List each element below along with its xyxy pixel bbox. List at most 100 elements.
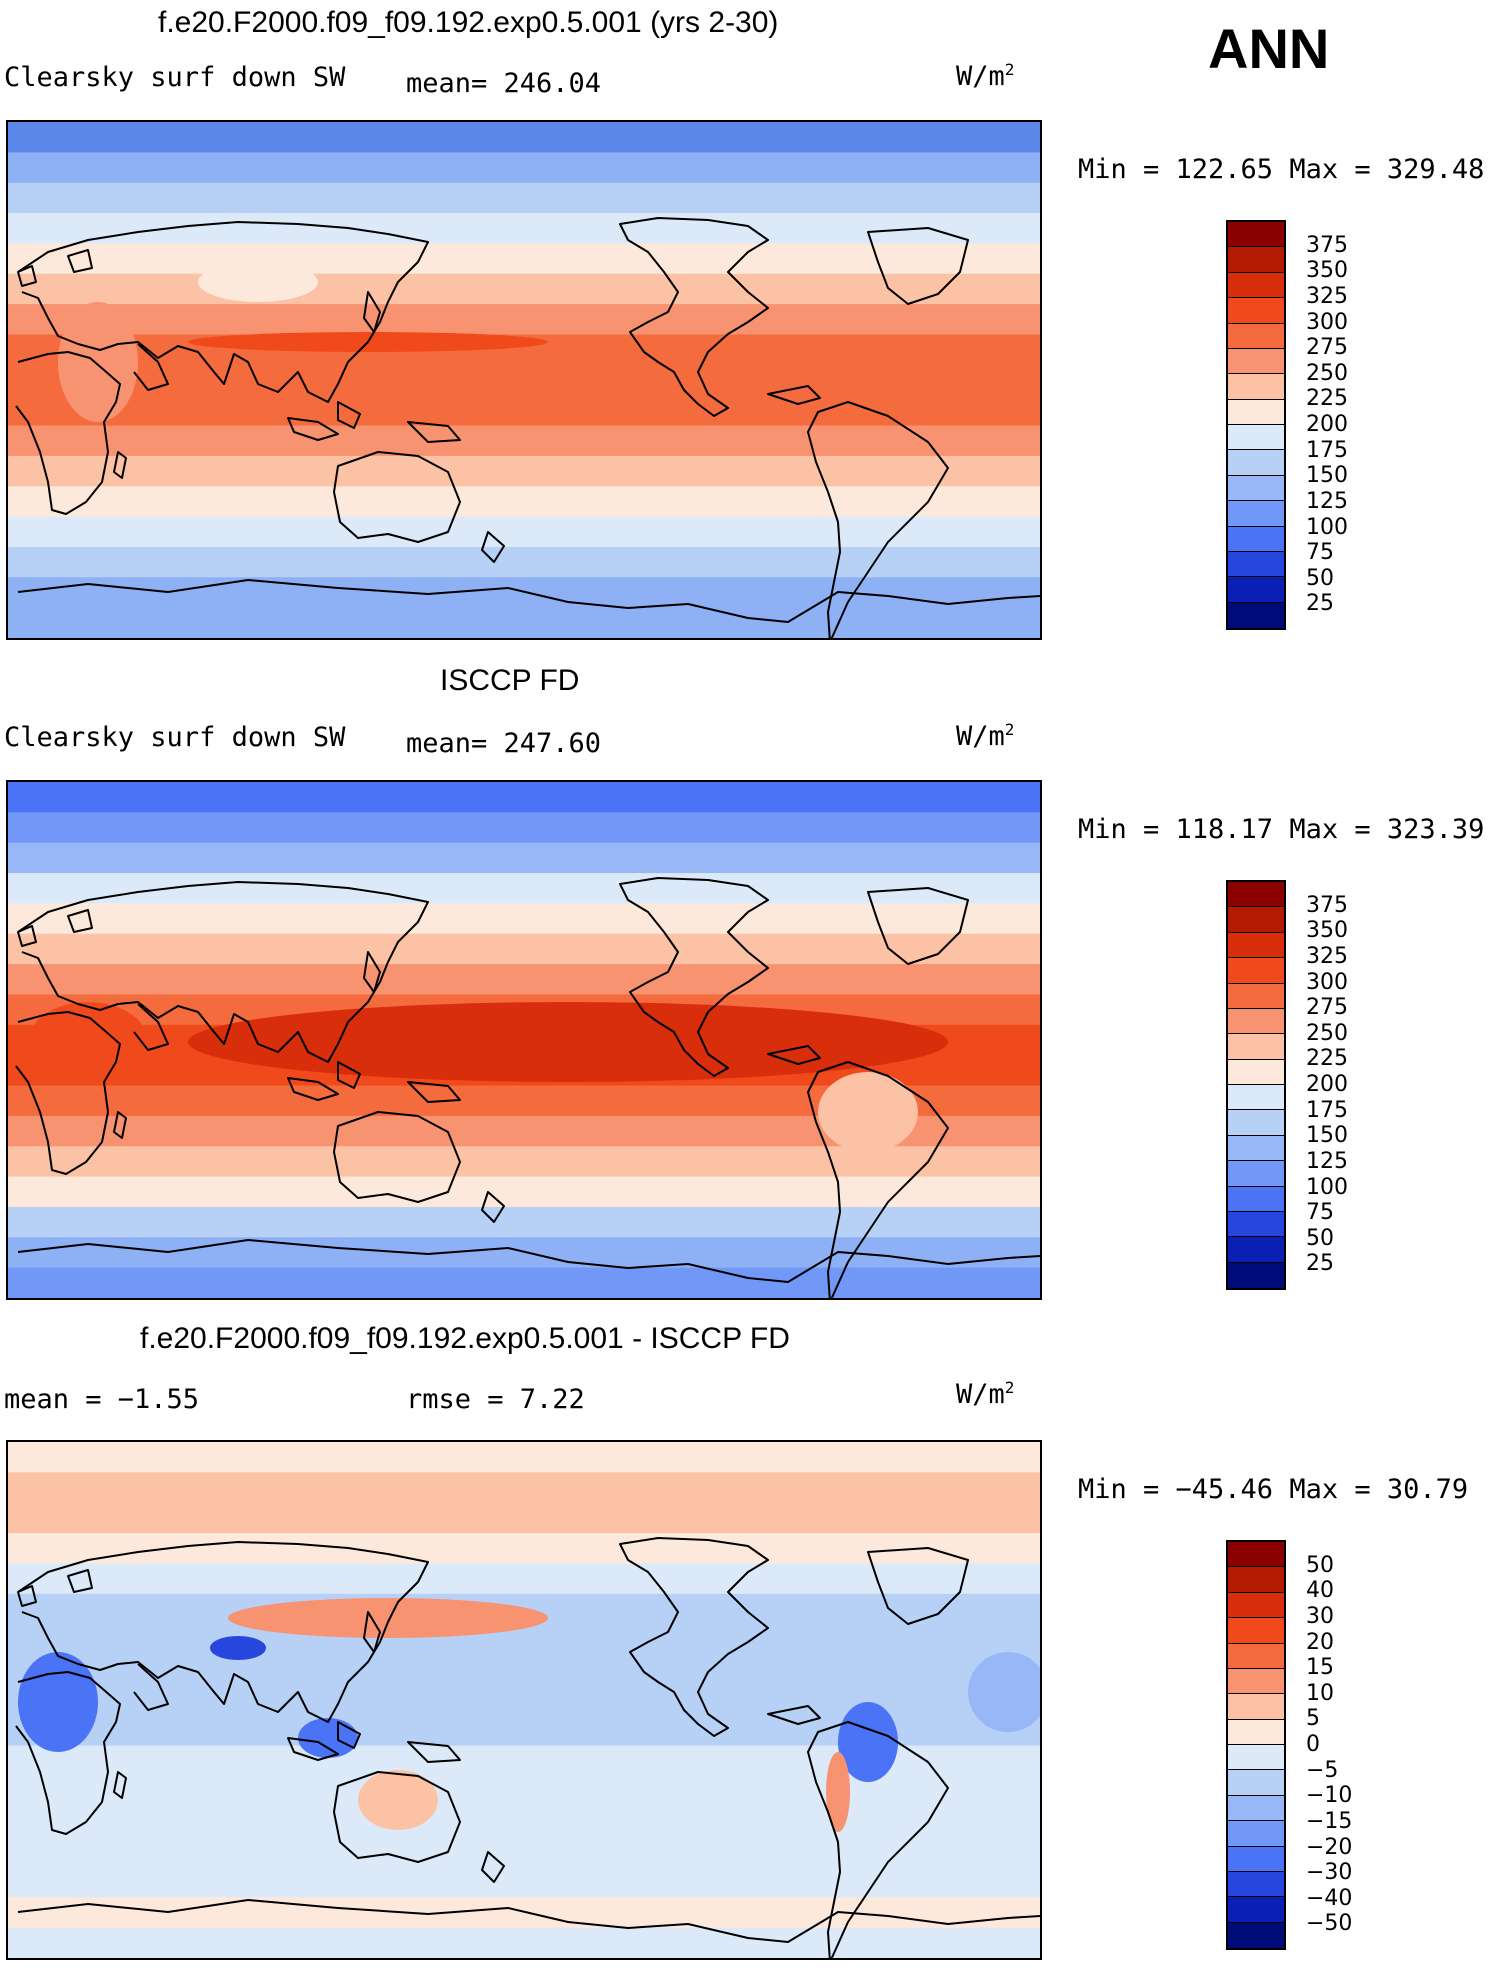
colorbar-box bbox=[1228, 272, 1284, 299]
contour-band bbox=[8, 455, 1040, 487]
colorbar-label: 75 bbox=[1306, 1200, 1334, 1226]
panel1-mean: mean= 246.04 bbox=[406, 68, 602, 99]
panel3-title: f.e20.F2000.f09_f09.192.exp0.5.001 - ISC… bbox=[140, 1322, 790, 1355]
colorbar-box bbox=[1228, 1922, 1284, 1948]
colorbar-box bbox=[1228, 298, 1284, 324]
colorbar-box bbox=[1228, 1186, 1284, 1212]
colorbar-box bbox=[1228, 1211, 1284, 1238]
colorbar-box bbox=[1228, 348, 1284, 375]
colorbar-label: 125 bbox=[1306, 488, 1348, 514]
contour-band bbox=[8, 486, 1040, 518]
colorbar-label: 25 bbox=[1306, 1251, 1334, 1277]
colorbar-box bbox=[1228, 1262, 1284, 1288]
contour-feature bbox=[838, 1702, 898, 1782]
colorbar-box bbox=[1228, 1668, 1284, 1695]
colorbar-box bbox=[1228, 1618, 1284, 1644]
colorbar-box bbox=[1228, 1795, 1284, 1822]
colorbar-box bbox=[1228, 1135, 1284, 1162]
panel3-map-svg bbox=[8, 1442, 1040, 1958]
contour-feature bbox=[968, 1652, 1040, 1732]
colorbar-label: 250 bbox=[1306, 360, 1348, 386]
contour-band bbox=[8, 425, 1040, 457]
panel2-title: ISCCP FD bbox=[440, 664, 580, 697]
contour-band bbox=[8, 213, 1040, 244]
contour-feature bbox=[210, 1636, 266, 1660]
colorbar-box bbox=[1228, 1237, 1284, 1263]
colorbar-box bbox=[1228, 475, 1284, 502]
panel1-variable-label: Clearsky surf down SW bbox=[4, 62, 346, 93]
colorbar-label: 325 bbox=[1306, 283, 1348, 309]
colorbar-label: 225 bbox=[1306, 1046, 1348, 1072]
panel1-title: f.e20.F2000.f09_f09.192.exp0.5.001 (yrs … bbox=[158, 6, 779, 39]
contour-band bbox=[8, 243, 1040, 275]
colorbar-label: 100 bbox=[1306, 514, 1348, 540]
contour-band bbox=[8, 182, 1040, 214]
colorbar-label: 50 bbox=[1306, 1552, 1334, 1578]
colorbar-label: 150 bbox=[1306, 1123, 1348, 1149]
colorbar-label: −50 bbox=[1306, 1911, 1353, 1937]
panel2-colorbar bbox=[1226, 880, 1286, 1290]
colorbar-box bbox=[1228, 1592, 1284, 1619]
colorbar-box bbox=[1228, 399, 1284, 425]
colorbar-label: 125 bbox=[1306, 1148, 1348, 1174]
panel1-colorbar bbox=[1226, 220, 1286, 630]
colorbar-label: 175 bbox=[1306, 437, 1348, 463]
colorbar-box bbox=[1228, 222, 1284, 248]
colorbar-label: 300 bbox=[1306, 969, 1348, 995]
contour-band bbox=[8, 1806, 1040, 1838]
contour-band bbox=[8, 395, 1040, 427]
contour-band bbox=[8, 1775, 1040, 1807]
colorbar-label: −5 bbox=[1306, 1757, 1339, 1783]
colorbar-box bbox=[1228, 425, 1284, 451]
panel2-variable-label: Clearsky surf down SW bbox=[4, 722, 346, 753]
colorbar-label: −10 bbox=[1306, 1783, 1353, 1809]
colorbar-label: 150 bbox=[1306, 463, 1348, 489]
panel3-units: W/m2 bbox=[956, 1378, 1015, 1410]
colorbar-box bbox=[1228, 1567, 1284, 1593]
panel1-map-svg bbox=[8, 122, 1040, 638]
panel3-map bbox=[6, 1440, 1042, 1960]
colorbar-box bbox=[1228, 450, 1284, 476]
colorbar-label: 225 bbox=[1306, 386, 1348, 412]
colorbar-box bbox=[1228, 1008, 1284, 1035]
colorbar-box bbox=[1228, 1694, 1284, 1720]
colorbar-label: 375 bbox=[1306, 892, 1348, 918]
colorbar-label: 25 bbox=[1306, 591, 1334, 617]
panel3-mean: mean = −1.55 bbox=[4, 1384, 200, 1415]
colorbar-box bbox=[1228, 1846, 1284, 1872]
contour-band bbox=[8, 122, 1040, 153]
contour-band bbox=[8, 1442, 1040, 1473]
contour-feature bbox=[188, 1002, 948, 1082]
contour-band bbox=[8, 1836, 1040, 1868]
contour-band bbox=[8, 1654, 1040, 1686]
panel1-map bbox=[6, 120, 1042, 640]
colorbar-label: 275 bbox=[1306, 335, 1348, 361]
contour-band bbox=[8, 903, 1040, 935]
colorbar-box bbox=[1228, 247, 1284, 273]
contour-feature bbox=[358, 1770, 438, 1830]
contour-feature bbox=[818, 1072, 918, 1152]
colorbar-label: 300 bbox=[1306, 309, 1348, 335]
colorbar-label: 15 bbox=[1306, 1655, 1334, 1681]
colorbar-box bbox=[1228, 501, 1284, 527]
contour-band bbox=[8, 1533, 1040, 1564]
colorbar-box bbox=[1228, 882, 1284, 908]
contour-band bbox=[8, 516, 1040, 548]
contour-band bbox=[8, 1927, 1040, 1958]
contour-band bbox=[8, 1206, 1040, 1238]
contour-feature bbox=[228, 1598, 548, 1638]
contour-band bbox=[8, 1176, 1040, 1208]
colorbar-label: 10 bbox=[1306, 1680, 1334, 1706]
colorbar-box bbox=[1228, 1821, 1284, 1847]
colorbar-box bbox=[1228, 1770, 1284, 1796]
contour-feature bbox=[826, 1752, 850, 1832]
contour-band bbox=[8, 1502, 1040, 1534]
contour-band bbox=[8, 1866, 1040, 1898]
contour-band bbox=[8, 1563, 1040, 1595]
colorbar-label: −40 bbox=[1306, 1885, 1353, 1911]
colorbar-label: 75 bbox=[1306, 540, 1334, 566]
contour-band bbox=[8, 273, 1040, 305]
contour-band bbox=[8, 364, 1040, 396]
colorbar-box bbox=[1228, 374, 1284, 400]
contour-feature bbox=[58, 302, 138, 422]
